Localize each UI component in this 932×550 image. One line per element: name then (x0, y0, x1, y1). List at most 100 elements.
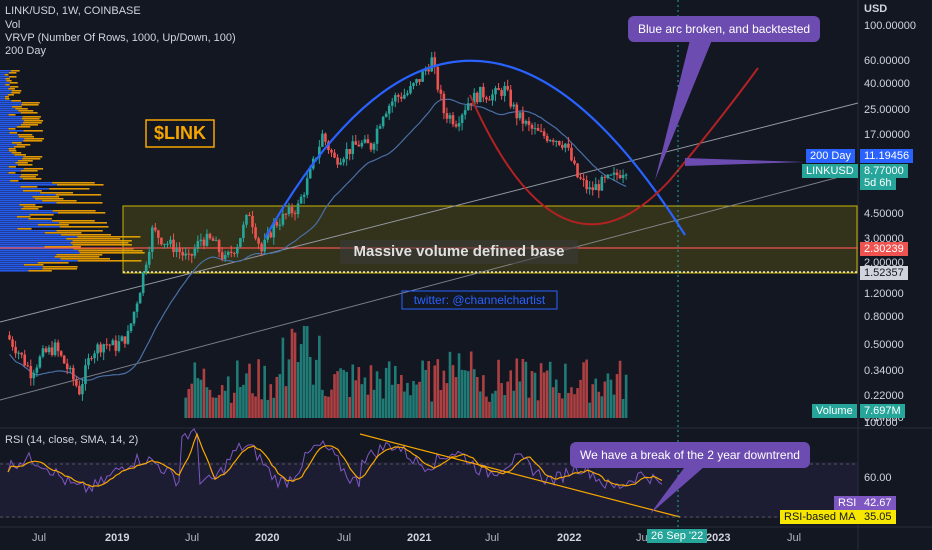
candle-body (567, 143, 570, 148)
candle-body (26, 365, 30, 367)
time-tick-label: Jul (32, 532, 47, 544)
candle-body (239, 238, 242, 247)
candle-body (123, 336, 127, 344)
vrvp-row-down (16, 216, 31, 218)
vrvp-row-down (16, 126, 31, 128)
candle-body (475, 92, 479, 103)
rsi-tag-name: RSI (834, 496, 861, 510)
vrvp-row-up (0, 156, 24, 158)
vrvp-row-up (0, 72, 10, 74)
candle-body (111, 340, 115, 346)
vrvp-row-up (0, 258, 61, 260)
volume-bar (421, 360, 424, 418)
vrvp-row-down (7, 94, 15, 96)
volume-bar (482, 375, 485, 418)
vrvp-row-down (8, 166, 16, 168)
candle-body (117, 341, 121, 351)
vrvp-row-down (5, 78, 10, 80)
candle-body (254, 227, 257, 239)
vrvp-row-up (0, 136, 19, 138)
vrvp-row-down (23, 120, 44, 122)
vrvp-row-up (0, 88, 9, 90)
candle-body (11, 339, 14, 347)
price-tick-label: 0.34000 (864, 365, 904, 377)
candle-body (351, 141, 355, 154)
volume-bar (594, 378, 598, 418)
volume-bar (442, 370, 446, 418)
lower-trendline (0, 171, 859, 401)
volume-bar (375, 371, 379, 418)
candle-body (469, 103, 473, 105)
volume-bar (512, 390, 516, 418)
vrvp-row-up (0, 84, 6, 86)
candle-body (205, 233, 209, 246)
vrvp-row-down (9, 76, 17, 78)
vrvp-row-up (0, 234, 62, 236)
volume-bar (275, 376, 279, 418)
candle-body (157, 230, 160, 238)
ma-tag-name: 200 Day (806, 149, 855, 163)
candle-body (521, 112, 525, 124)
vrvp-row-down (22, 178, 42, 180)
time-tick-label: 2022 (557, 532, 582, 544)
vrvp-row-down (37, 224, 69, 226)
volume-bar (448, 351, 452, 418)
candle-body (190, 253, 194, 256)
volume-bar (479, 391, 482, 418)
volume-bar (290, 328, 294, 418)
vrvp-row-down (8, 88, 15, 90)
vrvp-row-down (11, 142, 22, 144)
volume-bar (354, 380, 358, 418)
candle-body (554, 141, 558, 143)
vrvp-row-down (56, 202, 103, 204)
vrvp-row-down (40, 192, 73, 194)
vrvp-row-down (16, 144, 31, 146)
vrvp-row-up (0, 76, 10, 78)
candle-body (460, 114, 464, 124)
volume-bar (232, 392, 236, 418)
volume-bar (412, 381, 415, 418)
candle-body (594, 184, 598, 191)
vrvp-row-down (55, 194, 102, 196)
time-tick-label: 2023 (706, 532, 731, 544)
candle-body (524, 120, 528, 124)
volume-bar (220, 385, 224, 418)
vrvp-row-up (0, 190, 23, 192)
volume-bar (503, 395, 506, 418)
vrvp-row-down (61, 234, 111, 236)
candle-body (491, 94, 494, 101)
vrvp-row-down (57, 212, 106, 214)
vrvp-row-up (0, 78, 6, 80)
candle-body (603, 176, 607, 178)
time-tick-label: Jul (485, 532, 500, 544)
candle-body (539, 130, 543, 132)
candle-body (172, 239, 175, 253)
volume-bar (226, 376, 230, 418)
candle-body (339, 162, 342, 165)
vrvp-row-down (9, 82, 18, 84)
vrvp-row-up (0, 232, 45, 234)
volume-bars (184, 325, 628, 418)
candle-body (536, 128, 540, 131)
candle-body (99, 344, 102, 353)
candle-body (281, 213, 285, 225)
volume-bar (457, 353, 461, 418)
candle-body (220, 252, 224, 260)
vrvp-row-up (0, 172, 9, 174)
candle-body (570, 147, 573, 161)
candle-body (357, 144, 361, 147)
volume-bar (603, 381, 607, 418)
volume-bar (439, 390, 443, 418)
volume-bar (236, 360, 239, 418)
volume-bar (518, 381, 522, 418)
volume-bar (515, 358, 519, 418)
price-tag-name: LINKUSD (802, 164, 858, 178)
candle-body (56, 342, 60, 352)
candle-body (436, 66, 440, 90)
price-tick-label: 1.20000 (864, 288, 904, 300)
volume-bar (266, 399, 270, 418)
candle-body (53, 342, 57, 356)
volume-bar (600, 396, 604, 418)
vrvp-row-up (0, 100, 12, 102)
